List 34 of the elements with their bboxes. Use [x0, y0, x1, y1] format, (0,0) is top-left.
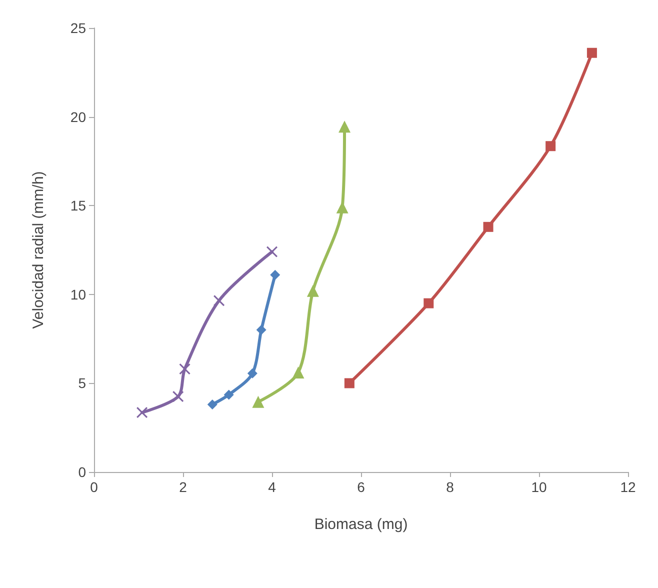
x-tick-label: 4 [268, 479, 276, 495]
point [344, 378, 354, 388]
point [247, 368, 258, 378]
y-axis-title: Velocidad radial (mm/h) [30, 171, 47, 329]
point [224, 390, 234, 400]
x-tick-label: 6 [357, 479, 366, 495]
y-tick-label: 0 [78, 464, 86, 480]
point [338, 120, 351, 133]
x-axis-title: Biomasa (mg) [314, 516, 408, 533]
x-tick-label: 8 [446, 479, 454, 495]
point [207, 400, 218, 410]
point [546, 141, 556, 152]
y-tick-label: 15 [70, 198, 86, 214]
point [483, 222, 494, 232]
point [172, 391, 184, 402]
point [306, 284, 319, 297]
x-tick-label: 10 [531, 479, 547, 495]
point [586, 48, 597, 58]
point [252, 396, 264, 408]
y-tick-label: 5 [78, 375, 86, 392]
y-tick-label: 20 [70, 108, 86, 125]
point [256, 324, 266, 335]
point [136, 407, 148, 418]
x-tick-label: 2 [179, 479, 188, 495]
point [292, 366, 304, 379]
x-tick-label: 12 [620, 479, 636, 495]
y-tick-label: 10 [70, 286, 86, 302]
point [266, 246, 278, 258]
y-tick-label: 25 [70, 20, 86, 36]
point [424, 298, 434, 308]
point [179, 363, 190, 374]
x-tick-label: 0 [90, 479, 98, 495]
point [214, 295, 225, 306]
point [270, 270, 280, 280]
